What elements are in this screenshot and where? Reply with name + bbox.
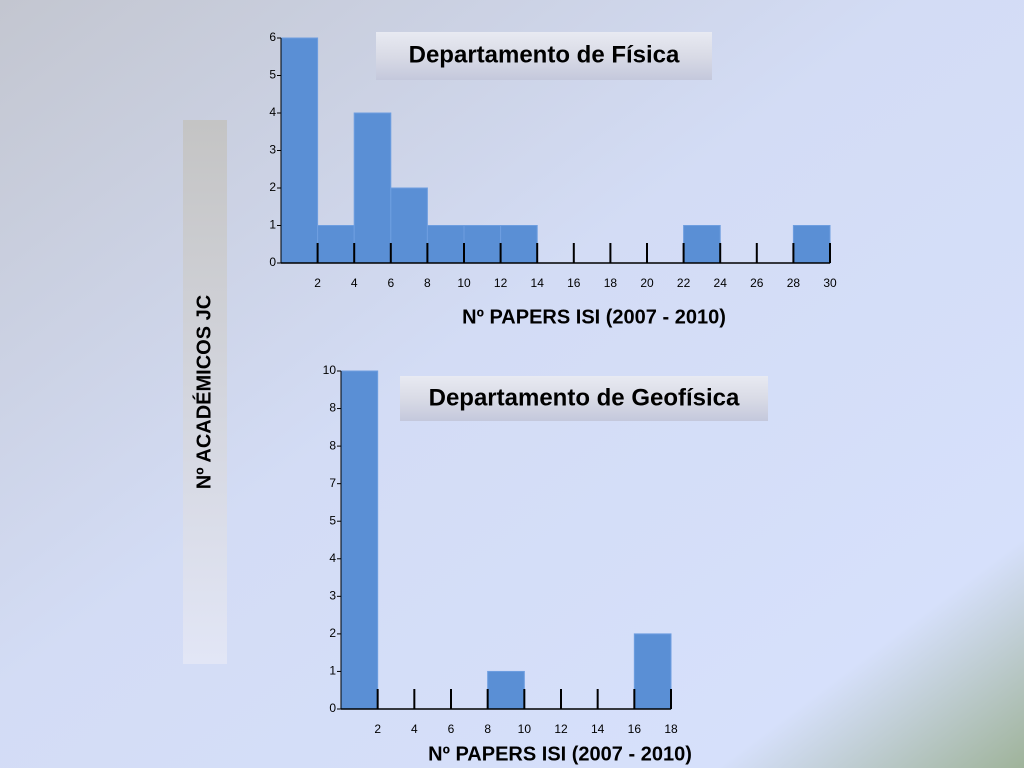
x-tick-label: 12 [554, 722, 568, 736]
y-tick-label: 6 [269, 30, 276, 44]
bar [487, 670, 525, 710]
y-tick-label: 8 [329, 401, 336, 415]
x-tick-label: 12 [494, 276, 508, 290]
chart-title: Departamento de Física [409, 41, 680, 68]
x-tick-label: 22 [677, 276, 691, 290]
bar [340, 370, 379, 710]
x-tick-label: 10 [518, 722, 532, 736]
y-tick-label: 3 [329, 589, 336, 603]
y-tick-label: 3 [269, 143, 276, 157]
x-tick-label: 28 [787, 276, 801, 290]
x-tick-label: 8 [424, 276, 431, 290]
x-axis-label: Nº PAPERS ISI (2007 - 2010) [428, 743, 692, 765]
x-tick-label: 4 [351, 276, 358, 290]
bar [317, 225, 355, 264]
y-tick-label: 8 [329, 438, 336, 452]
bar [390, 187, 428, 264]
y-tick-label: 7 [329, 476, 336, 490]
chart-title: Departamento de Geofísica [429, 384, 740, 411]
y-tick-label: 4 [269, 105, 276, 119]
x-tick-label: 6 [448, 722, 455, 736]
x-axis-label: Nº PAPERS ISI (2007 - 2010) [462, 306, 726, 328]
y-tick-label: 1 [269, 218, 276, 232]
x-tick-label: 2 [374, 722, 381, 736]
x-tick-label: 4 [411, 722, 418, 736]
y-tick-label: 10 [323, 363, 337, 377]
y-tick-label: 0 [269, 255, 276, 269]
title-box [400, 376, 768, 421]
x-tick-label: 10 [457, 276, 471, 290]
y-tick-label: 2 [269, 180, 276, 194]
y-tick-label: 5 [269, 68, 276, 82]
y-axis-label: Nº ACADÉMICOS JC [192, 295, 215, 489]
x-tick-label: 8 [484, 722, 491, 736]
y-label-box [183, 120, 227, 664]
x-tick-label: 14 [591, 722, 605, 736]
y-tick-label: 1 [329, 664, 336, 678]
bar [353, 112, 392, 264]
x-tick-label: 16 [628, 722, 642, 736]
bar [633, 633, 672, 710]
x-tick-label: 18 [604, 276, 618, 290]
x-tick-label: 6 [387, 276, 394, 290]
x-tick-label: 30 [823, 276, 837, 290]
title-box [376, 32, 712, 80]
x-tick-label: 18 [664, 722, 678, 736]
x-tick-label: 26 [750, 276, 764, 290]
x-tick-label: 14 [531, 276, 545, 290]
x-tick-label: 16 [567, 276, 581, 290]
y-tick-label: 4 [329, 551, 336, 565]
bar [792, 225, 831, 264]
bar [683, 225, 721, 264]
x-tick-label: 2 [314, 276, 321, 290]
bar [426, 225, 465, 264]
y-tick-label: 2 [329, 626, 336, 640]
x-tick-label: 24 [714, 276, 728, 290]
y-tick-label: 0 [329, 701, 336, 715]
y-tick-label: 5 [329, 513, 336, 527]
x-tick-label: 20 [640, 276, 654, 290]
bar [280, 37, 319, 264]
bar [500, 225, 538, 264]
bar [463, 225, 502, 264]
